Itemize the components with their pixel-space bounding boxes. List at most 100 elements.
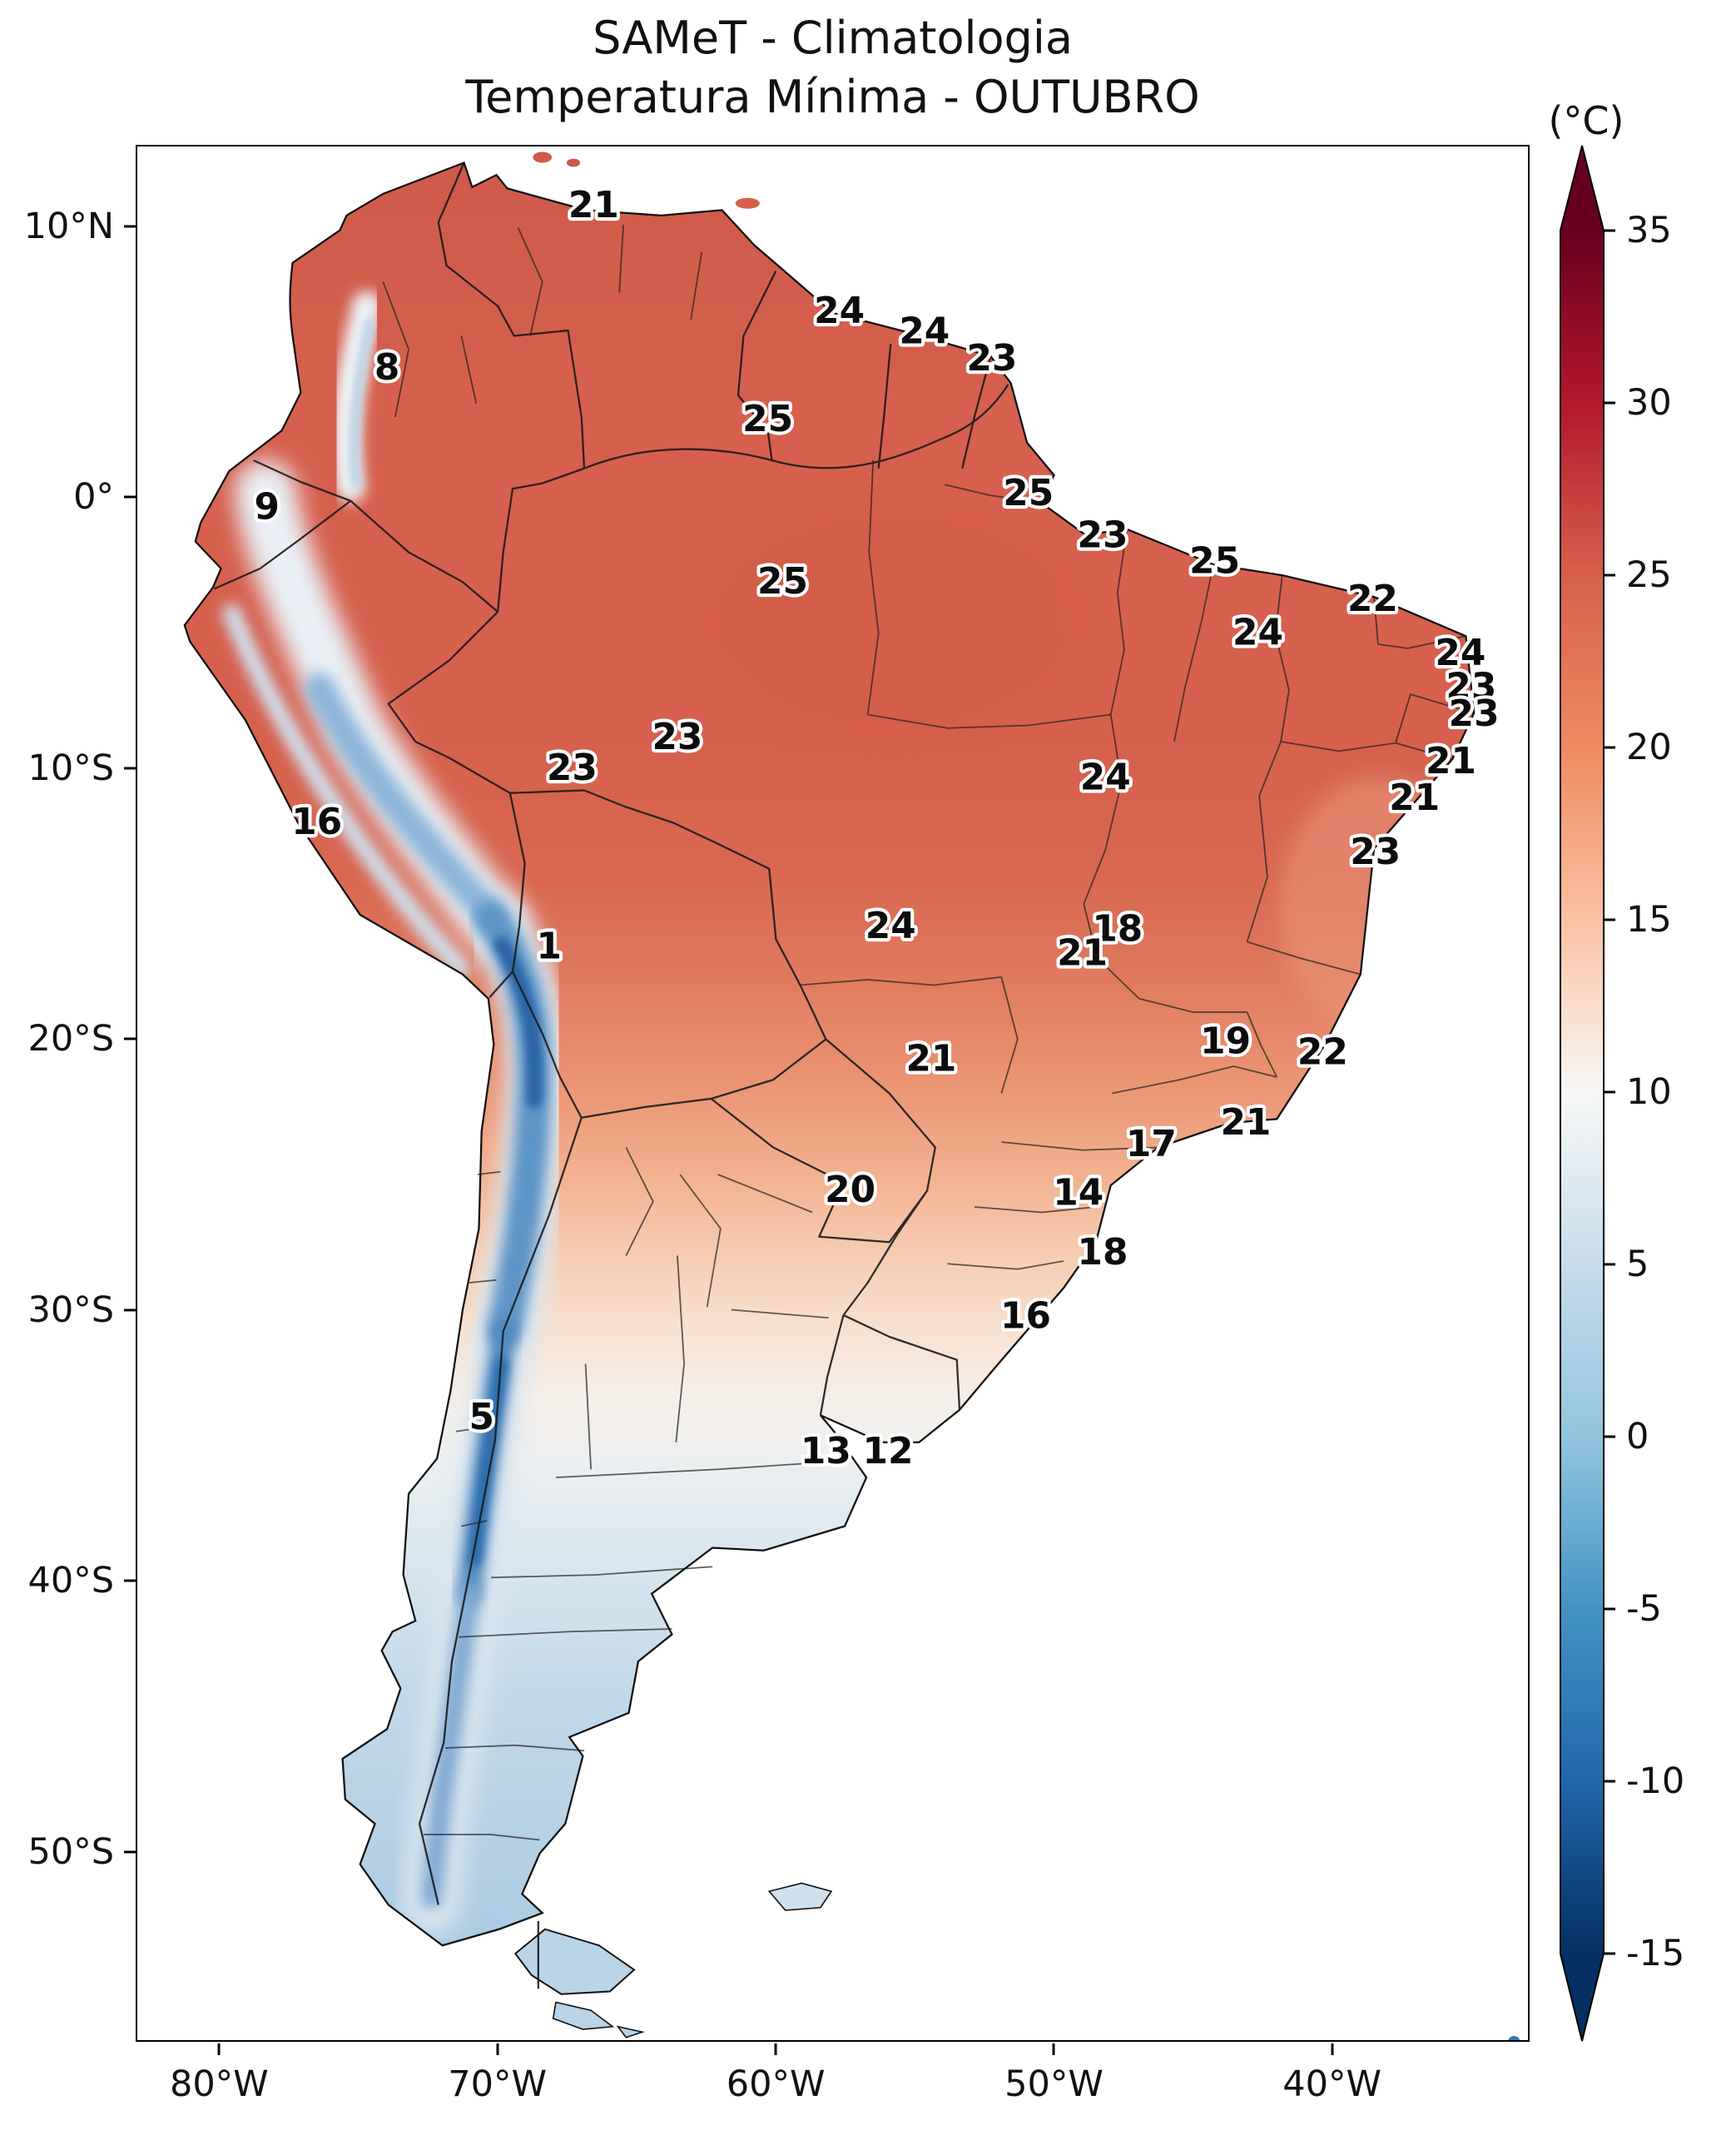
- colorbar-tick-label: -10: [1626, 1760, 1685, 1803]
- colorbar-tick-label: 0: [1626, 1415, 1649, 1457]
- title-line-2: Temperatura Mínima - OUTUBRO: [465, 71, 1200, 124]
- temperature-value-label: 9: [255, 485, 280, 528]
- lat-tick-label: 50°S: [27, 1831, 114, 1874]
- colorbar-tick-label: -5: [1626, 1587, 1662, 1630]
- lat-tick-mark: [124, 1579, 136, 1582]
- colorbar-tick-label: 20: [1626, 727, 1672, 769]
- lon-tick-label: 50°W: [1004, 2063, 1104, 2105]
- state-borders: [382, 225, 1475, 1841]
- temperature-value-label: 5: [469, 1396, 494, 1438]
- temperature-value-label: 22: [1297, 1030, 1348, 1073]
- colorbar-unit-label: (°C): [1548, 98, 1624, 143]
- temperature-value-label: 18: [1092, 907, 1143, 950]
- falkland-islands: [767, 1882, 833, 1911]
- colorbar: [1560, 145, 1605, 2042]
- colorbar-tick-mark: [1605, 229, 1615, 232]
- inpe-inner-swirl: [1525, 2037, 1530, 2042]
- temperature-value-label: 1: [537, 926, 562, 968]
- colorbar-tick-mark: [1605, 1435, 1615, 1438]
- colorbar-tick-mark: [1605, 1780, 1615, 1783]
- colorbar-tick-area: 35 30 25 20 15 10 5 0 -5 -10 -15: [1605, 145, 1729, 2042]
- temperature-value-label: 25: [1189, 539, 1240, 582]
- colorbar-tick-mark: [1605, 401, 1615, 405]
- temperature-value-label: 22: [1347, 578, 1398, 620]
- colorbar-gradient-bar: [1560, 231, 1605, 1954]
- latitude-axis: 10°N 0° 10°S 20°S 30°S 40°S 50°S: [0, 145, 136, 2042]
- temperature-value-label: 12: [863, 1430, 914, 1472]
- inpe-logo: INPE: [1508, 2035, 1530, 2042]
- colorbar-tick-label: 25: [1626, 554, 1672, 596]
- colorbar-tick-label: 5: [1626, 1244, 1649, 1286]
- temperature-value-label: 21: [1426, 740, 1476, 782]
- lat-tick-label: 10°S: [27, 747, 114, 789]
- temperature-value-label: 21: [1057, 932, 1108, 975]
- temperature-value-label: 24: [1233, 612, 1283, 654]
- colorbar-over-arrow: [1560, 145, 1605, 231]
- temperature-value-label: 21: [1389, 777, 1440, 819]
- lat-tick-label: 40°S: [27, 1560, 114, 1602]
- colorbar-tick-label: 15: [1626, 898, 1672, 941]
- colorbar-tick-label: 10: [1626, 1070, 1672, 1113]
- temperature-value-label: 20: [825, 1169, 875, 1211]
- colorbar-under-arrow: [1560, 1954, 1605, 2042]
- inpe-swirl: [1508, 2035, 1520, 2040]
- lon-tick-label: 60°W: [726, 2063, 826, 2105]
- lon-tick-mark: [496, 2043, 499, 2055]
- title-line-1: SAMeT - Climatologia: [593, 12, 1073, 64]
- temperature-value-label: 25: [757, 560, 808, 603]
- colorbar-tick-mark: [1605, 1952, 1615, 1955]
- temperature-value-label: 18: [1077, 1231, 1128, 1274]
- lon-tick-mark: [217, 2043, 221, 2055]
- colorbar-tick-label: -15: [1626, 1933, 1685, 1975]
- temperature-value-label: 23: [966, 337, 1017, 380]
- temperature-value-label: 8: [374, 346, 399, 389]
- temperature-value-label: 24: [899, 310, 950, 352]
- temperature-value-label: 24: [1080, 756, 1131, 798]
- lon-tick-label: 80°W: [169, 2063, 269, 2105]
- lat-tick-label: 10°N: [23, 205, 114, 247]
- lon-tick-mark: [774, 2043, 777, 2055]
- longitude-axis: 80°W 70°W 60°W 50°W 40°W: [136, 2043, 1530, 2118]
- temperature-value-label: 23: [1077, 514, 1128, 557]
- temperature-value-label: 21: [568, 184, 619, 226]
- temperature-value-label: 23: [1446, 666, 1496, 708]
- colorbar-tick-label: 30: [1626, 381, 1672, 424]
- lon-tick-label: 70°W: [448, 2063, 548, 2105]
- continent-fill: [184, 162, 1475, 1946]
- temperature-value-label: 25: [742, 398, 793, 440]
- temperature-value-label: 14: [1053, 1171, 1104, 1214]
- temperature-value-label: 25: [1003, 472, 1054, 514]
- temperature-value-label: 13: [801, 1430, 851, 1472]
- lat-tick-mark: [124, 1308, 136, 1312]
- temperature-value-label: 24: [866, 905, 916, 947]
- map-plot-area: 21 24 24 23 25 8 25 23 9 25 25 22 24 24 23 23 23 23 21 24 21…: [136, 145, 1530, 2042]
- colorbar-tick-mark: [1605, 1607, 1615, 1611]
- colorbar-tick-mark: [1605, 1263, 1615, 1266]
- lon-tick-mark: [1052, 2043, 1055, 2055]
- temperature-value-label: 16: [1000, 1294, 1051, 1337]
- temperature-value-label: 17: [1126, 1123, 1177, 1165]
- temperature-value-label: 21: [905, 1037, 956, 1080]
- temperature-value-label: 16: [291, 801, 342, 843]
- temperature-value-label: 23: [1350, 831, 1401, 873]
- colorbar-tick-mark: [1605, 918, 1615, 921]
- lon-tick-mark: [1331, 2043, 1334, 2055]
- lat-tick-mark: [124, 767, 136, 770]
- lat-tick-mark: [124, 1037, 136, 1040]
- country-borders: [214, 162, 1009, 1989]
- figure-title: SAMeT - Climatologia Temperatura Mínima …: [136, 8, 1530, 127]
- colorbar-tick-mark: [1605, 1090, 1615, 1094]
- lat-tick-mark: [124, 1850, 136, 1854]
- lat-tick-label: 0°: [73, 476, 114, 519]
- temperature-value-label: 21: [1220, 1101, 1271, 1144]
- temperature-value-label: 19: [1200, 1020, 1251, 1062]
- temperature-value-label: 23: [652, 716, 702, 758]
- lat-tick-mark: [124, 495, 136, 499]
- temperature-value-label: 23: [1449, 693, 1500, 735]
- temperature-value-label: 24: [814, 290, 865, 332]
- colorbar-outline: [1560, 145, 1605, 2042]
- temperature-value-label: 24: [1435, 632, 1486, 674]
- lat-tick-mark: [124, 225, 136, 228]
